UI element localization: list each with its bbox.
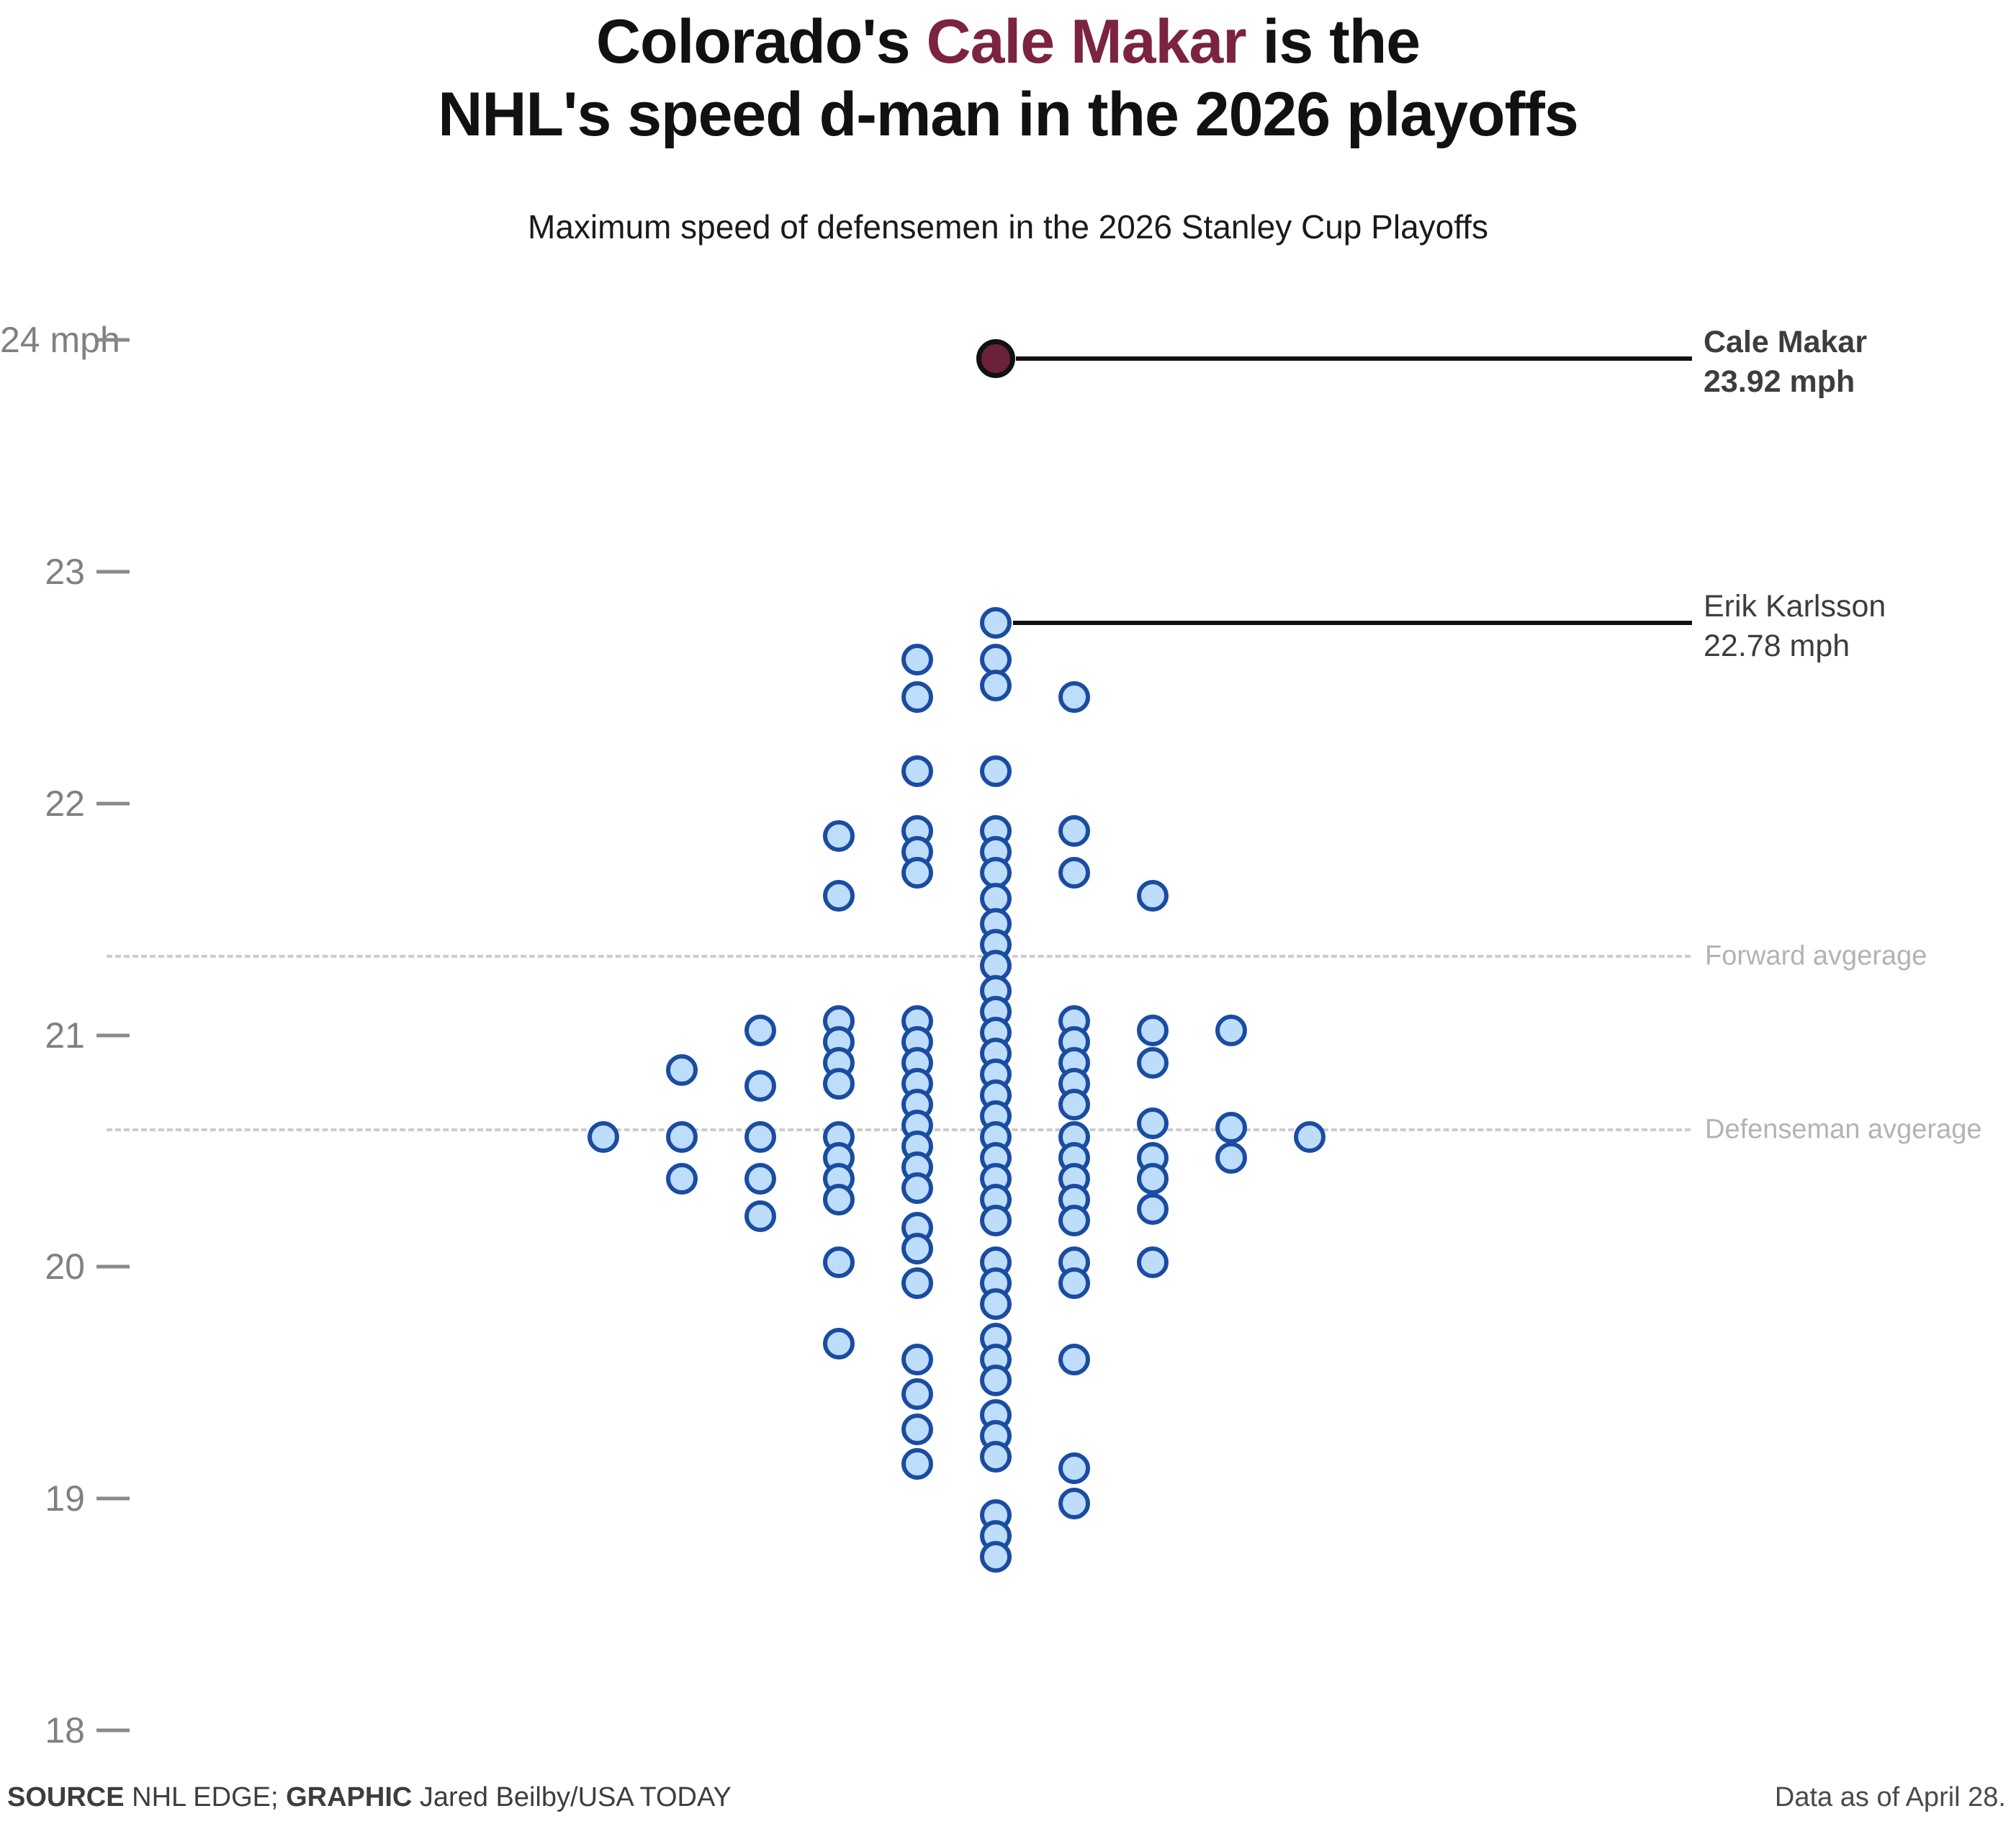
- graphic-label: GRAPHIC: [286, 1782, 413, 1812]
- data-point[interactable]: [666, 1163, 698, 1195]
- data-point[interactable]: [744, 1163, 776, 1195]
- title-part-2: is the: [1246, 7, 1421, 76]
- callout-leader-line: [1016, 356, 1692, 361]
- data-point[interactable]: [1058, 1487, 1090, 1519]
- data-point[interactable]: [980, 1365, 1012, 1397]
- data-point[interactable]: [744, 1121, 776, 1154]
- data-point[interactable]: [901, 755, 933, 787]
- source-label: SOURCE: [7, 1782, 125, 1812]
- data-point[interactable]: [901, 1413, 933, 1445]
- data-point[interactable]: [901, 1378, 933, 1411]
- karlsson-callout: Erik Karlsson 22.78 mph: [1704, 587, 1886, 666]
- callout-player-name: Cale Makar: [1704, 324, 1868, 359]
- data-point[interactable]: [1215, 1015, 1247, 1047]
- data-point[interactable]: [744, 1070, 776, 1102]
- y-axis-tick-label: 24 mph: [0, 320, 120, 360]
- makar-callout: Cale Makar 23.92 mph: [1704, 323, 1867, 402]
- title-line-2: NHL's speed d-man in the 2026 playoffs: [438, 80, 1578, 150]
- data-point[interactable]: [980, 1204, 1012, 1236]
- data-point[interactable]: [1058, 680, 1090, 713]
- page-title: Colorado's Cale Makar is the NHL's speed…: [0, 6, 2016, 152]
- data-point[interactable]: [980, 1540, 1012, 1573]
- chart-subtitle: Maximum speed of defensemen in the 2026 …: [528, 208, 1488, 246]
- data-point[interactable]: [666, 1053, 698, 1086]
- data-point[interactable]: [823, 1246, 855, 1278]
- data-point[interactable]: [980, 669, 1012, 701]
- data-point[interactable]: [980, 755, 1012, 787]
- data-point[interactable]: [744, 1200, 776, 1232]
- data-point[interactable]: [1215, 1112, 1247, 1144]
- data-point[interactable]: [588, 1121, 619, 1154]
- data-point[interactable]: [823, 1327, 855, 1360]
- data-point[interactable]: [980, 857, 1012, 889]
- data-point[interactable]: [1058, 1344, 1090, 1376]
- callout-player-value: 23.92 mph: [1704, 364, 1855, 399]
- callout-player-name: Erik Karlsson: [1704, 588, 1886, 624]
- data-point[interactable]: [1058, 1267, 1090, 1299]
- data-point[interactable]: [901, 1172, 933, 1204]
- data-point[interactable]: [980, 1441, 1012, 1473]
- data-point[interactable]: [901, 1447, 933, 1480]
- y-axis-tick-label: 20: [45, 1246, 85, 1288]
- data-point[interactable]: [901, 1232, 933, 1264]
- y-axis-tick-label: 18: [45, 1710, 85, 1751]
- y-axis-tick-mark: [96, 338, 130, 342]
- data-point[interactable]: [1137, 1192, 1169, 1225]
- data-point[interactable]: [1294, 1121, 1326, 1154]
- data-point[interactable]: [1137, 880, 1169, 912]
- data-point[interactable]: [901, 1267, 933, 1299]
- source-value: NHL EDGE;: [124, 1782, 287, 1812]
- y-axis-tick-label: 21: [45, 1015, 85, 1056]
- footer-date-note: Data as of April 28.: [1774, 1782, 2006, 1812]
- data-point[interactable]: [901, 857, 933, 889]
- graphic-value: Jared Beilby/USA TODAY: [412, 1782, 732, 1812]
- highlighted-data-point[interactable]: [976, 338, 1015, 378]
- title-line-1: Colorado's Cale Makar is the: [0, 6, 2016, 78]
- y-axis-tick-mark: [96, 1496, 130, 1501]
- data-point[interactable]: [901, 1344, 933, 1376]
- y-axis-tick-mark: [96, 1264, 130, 1269]
- y-axis-tick-label: 19: [45, 1478, 85, 1519]
- y-axis-tick-mark: [96, 1728, 130, 1733]
- data-point[interactable]: [980, 1288, 1012, 1320]
- data-point[interactable]: [666, 1121, 698, 1154]
- reference-line: [107, 1128, 1691, 1132]
- data-point[interactable]: [1058, 1089, 1090, 1121]
- data-point[interactable]: [1137, 1246, 1169, 1278]
- data-point[interactable]: [1137, 1015, 1169, 1047]
- data-point[interactable]: [980, 606, 1012, 639]
- reference-line: [107, 955, 1691, 958]
- data-point[interactable]: [1137, 1163, 1169, 1195]
- y-axis-tick-mark: [96, 801, 130, 806]
- data-point[interactable]: [1058, 857, 1090, 889]
- y-axis-tick-label: 22: [45, 783, 85, 824]
- data-point[interactable]: [1137, 1107, 1169, 1139]
- data-point[interactable]: [1058, 815, 1090, 848]
- data-point[interactable]: [744, 1015, 776, 1047]
- data-point[interactable]: [1137, 1047, 1169, 1079]
- callout-player-value: 22.78 mph: [1704, 628, 1850, 663]
- title-highlight-name: Cale Makar: [926, 7, 1246, 76]
- y-axis-tick-mark: [96, 570, 130, 574]
- footer-source: SOURCE NHL EDGE; GRAPHIC Jared Beilby/US…: [7, 1782, 732, 1813]
- data-point[interactable]: [901, 680, 933, 713]
- data-point[interactable]: [823, 1068, 855, 1100]
- y-axis-tick-mark: [96, 1033, 130, 1037]
- data-point[interactable]: [823, 1184, 855, 1215]
- reference-line-label: Forward avgerage: [1705, 940, 1927, 971]
- data-point[interactable]: [901, 644, 933, 676]
- data-point[interactable]: [823, 819, 855, 852]
- data-point[interactable]: [1058, 1204, 1090, 1236]
- data-point[interactable]: [1215, 1142, 1247, 1174]
- data-point[interactable]: [823, 880, 855, 912]
- y-axis-tick-label: 23: [45, 551, 85, 592]
- callout-leader-line: [1013, 620, 1692, 625]
- reference-line-label: Defenseman avgerage: [1705, 1114, 1982, 1145]
- title-part-1: Colorado's: [595, 7, 927, 76]
- data-point[interactable]: [1058, 1452, 1090, 1485]
